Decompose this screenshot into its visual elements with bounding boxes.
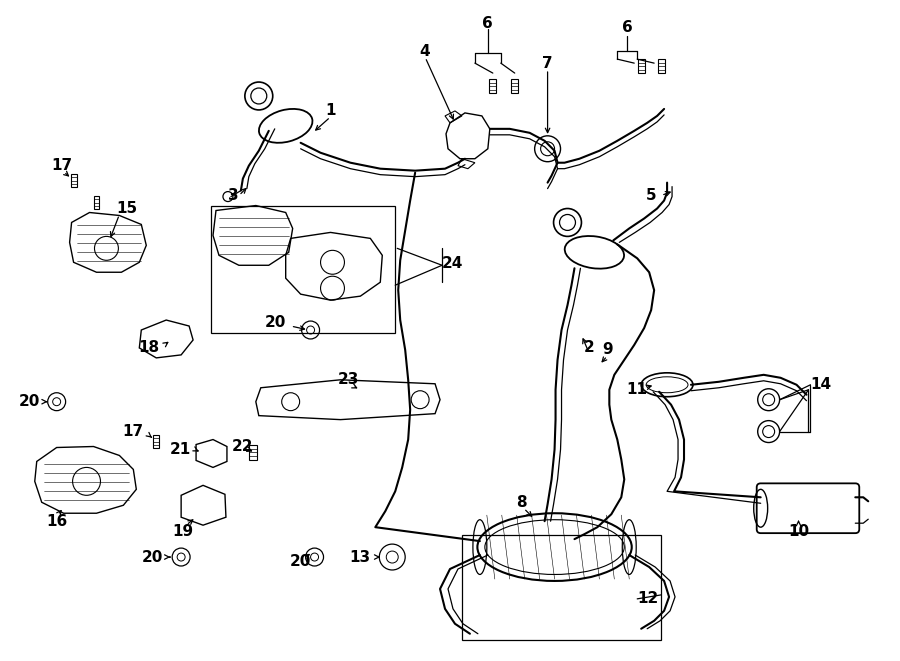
Text: 23: 23 [338,372,359,387]
Bar [248,445,256,460]
Text: 9: 9 [602,342,613,358]
Text: 17: 17 [51,158,72,173]
Bar [462,535,662,640]
Text: 21: 21 [170,442,191,457]
Text: 20: 20 [18,394,40,409]
Text: 4: 4 [419,44,430,59]
Text: 6: 6 [482,16,493,31]
Bar [211,206,395,333]
Text: 2: 2 [584,340,595,356]
Text: 12: 12 [637,592,659,606]
Text: 22: 22 [232,439,254,454]
Text: 7: 7 [543,56,553,71]
Text: 14: 14 [811,377,832,392]
Text: 17: 17 [122,424,143,439]
Bar [94,196,100,209]
Bar [490,79,496,93]
Text: 19: 19 [173,524,194,539]
Text: 18: 18 [138,340,159,356]
Text: 15: 15 [116,201,138,216]
Bar [658,59,664,73]
Text: 6: 6 [622,20,633,35]
Text: 16: 16 [46,514,68,529]
Bar [153,435,159,448]
Bar [638,59,644,73]
Text: 13: 13 [349,549,370,564]
Text: 24: 24 [442,256,464,271]
Text: 11: 11 [626,382,648,397]
Bar [70,174,77,187]
Text: 5: 5 [645,188,656,203]
Text: 3: 3 [228,188,238,203]
Text: 20: 20 [290,553,311,568]
Text: 10: 10 [788,524,809,539]
Text: 20: 20 [265,315,285,330]
Text: 20: 20 [142,549,163,564]
Bar [511,79,518,93]
Text: 1: 1 [325,103,336,118]
Text: 8: 8 [517,495,527,510]
